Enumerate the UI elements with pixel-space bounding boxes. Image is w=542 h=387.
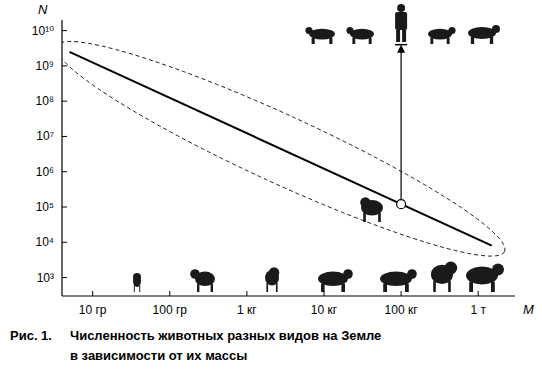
icon-leg [447,38,450,44]
y-tick-label: 10⁶ [36,165,54,179]
caption-line: Численность животных разных видов на Зем… [70,328,381,343]
icon-leg [491,282,495,293]
y-tick-label: 10³ [37,271,54,285]
caption-number: Рис. 1. [10,328,52,343]
y-tick [62,207,67,208]
x-tick-label: 10 кг [311,303,338,317]
arrow [401,49,402,200]
icon-head [492,264,504,276]
icon-leg [378,213,381,222]
icon-leg [383,284,387,292]
y-tick [62,242,67,243]
icon-leg [211,284,213,292]
y-axis [61,20,62,296]
icon-leg [448,281,451,292]
trend-line [69,52,491,246]
icon-leg [471,37,474,44]
x-tick-label: 100 кг [385,303,419,317]
icon-leg [433,281,436,292]
dashed-ellipse [62,20,515,282]
icon-head [360,197,370,207]
animal-icon [133,273,141,292]
icon-leg [276,283,278,292]
arrow-bar [395,44,407,46]
animal-icon [466,264,504,293]
x-tick-label: 10 гр [79,303,107,317]
icon-head [346,27,353,34]
icon-leg [405,284,409,292]
x-tick-label: 100 гр [153,303,188,317]
icon-head [444,262,457,275]
icon-head [190,269,200,279]
icon-head [343,269,353,279]
plot-area [62,20,515,282]
icon-head [305,27,312,34]
icon-leg [329,38,332,44]
icon-head [269,267,279,277]
icon-leg [430,38,433,44]
x-tick [401,291,402,296]
x-tick [92,291,93,296]
chart: 10 гр 100 гр 1 кг 10 кг 100 кг 1 т 10³ 10⁴ 10⁵ 10… [0,0,542,387]
animal-icon [318,269,353,292]
highlight-point [397,200,406,209]
y-tick-label: 10⁵ [36,200,54,214]
animal-icon [190,269,215,292]
y-tick-label: 10¹⁰ [32,24,54,38]
animal-icon [428,27,456,44]
animal-icon [305,27,335,44]
x-tick [169,291,170,296]
icon-head [448,27,455,34]
icon-leg [352,38,355,44]
icon-head [492,25,500,33]
y-tick [62,30,67,31]
icon-leg [133,285,135,292]
icon-leg [490,37,493,44]
x-tick [246,291,247,296]
y-tick-label: 10⁸ [36,94,54,108]
icon-leg [197,284,199,292]
animal-icon [265,267,279,292]
icon-leg [396,30,400,42]
x-tick-label: 1 т [470,303,486,317]
icon-leg [321,284,325,292]
icon-head [397,4,405,12]
animal-icon [468,25,500,44]
icon-leg [139,285,141,292]
x-tick-label: 1 кг [237,303,257,317]
icon-leg [363,213,366,222]
x-tick [478,291,479,296]
animal-icon [380,269,417,292]
y-tick [62,171,67,172]
icon-head [407,269,417,279]
icon-body [395,12,407,30]
y-tick [62,136,67,137]
caption-line: в зависимости от их массы [70,348,247,363]
y-tick [62,65,67,66]
icon-leg [312,38,315,44]
x-axis [62,295,515,296]
icon-leg [266,283,268,292]
y-tick-label: 10⁴ [35,235,54,249]
icon-leg [469,282,473,293]
icon-head [133,273,141,281]
x-axis-label: M [523,302,534,317]
icon-leg [341,284,345,292]
animal-icon [360,197,383,222]
y-tick-label: 10⁷ [36,129,54,143]
y-tick [62,101,67,102]
icon-leg [369,38,372,44]
y-tick-label: 10⁹ [36,59,55,73]
icon-leg [402,30,406,42]
y-tick [62,277,67,278]
animal-icon [346,27,374,44]
y-axis-label: N [38,2,48,17]
human-icon [395,4,407,42]
animal-icon [431,262,457,292]
